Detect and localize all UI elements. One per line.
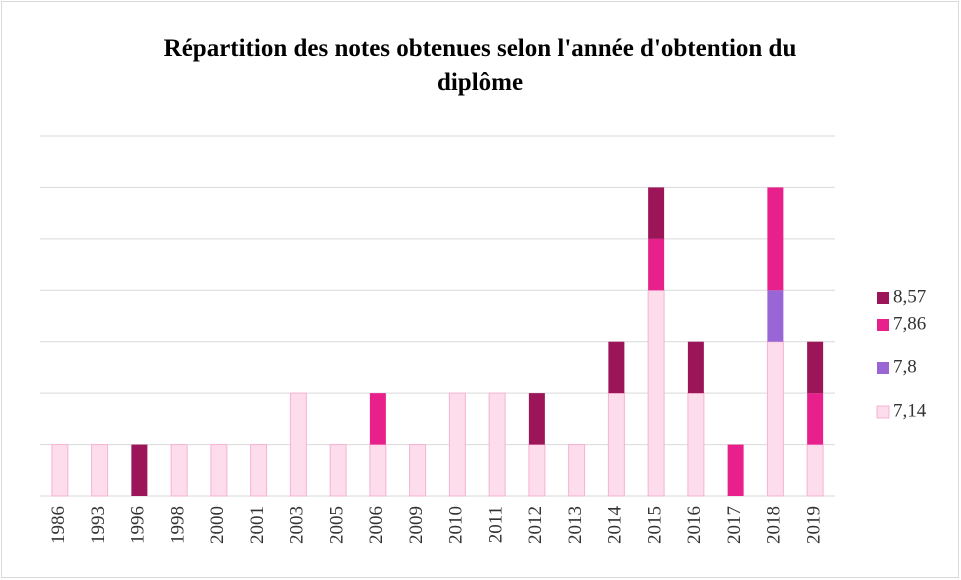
x-tick-label: 2012 (525, 506, 546, 544)
bar-segment (766, 341, 784, 497)
bar-segment (51, 444, 69, 497)
x-tick-label: 2006 (366, 506, 387, 544)
bar-segment (648, 187, 665, 239)
bar-segment (369, 393, 386, 445)
legend-label: 7,14 (893, 400, 927, 421)
x-tick-label: 2018 (764, 506, 785, 544)
bar-segment (647, 289, 665, 497)
bar-segment (807, 393, 824, 445)
legend-label: 8,57 (893, 286, 926, 307)
bar-segment (727, 444, 744, 496)
legend-swatch (877, 362, 889, 374)
bar-segment (687, 341, 704, 394)
bar-segment (687, 392, 705, 497)
x-tick-label: 2011 (485, 506, 506, 543)
chart-title: Répartition des notes obtenues selon l'a… (163, 35, 797, 96)
x-tick-label: 2015 (644, 506, 665, 544)
x-tick-label: 2005 (326, 506, 347, 544)
legend-swatch (877, 319, 889, 331)
bar-segment (488, 392, 506, 497)
bar-segment (648, 238, 665, 291)
bar-segment (409, 444, 427, 497)
bar-segment (568, 444, 586, 497)
x-tick-label: 1996 (128, 506, 149, 544)
x-tick-label: 2016 (684, 506, 705, 544)
bar-segment (807, 341, 824, 394)
bar-segment (329, 444, 347, 497)
bar-segment (131, 444, 148, 496)
x-tick-label: 2014 (605, 506, 626, 545)
bar-segment (767, 290, 784, 342)
legend-label: 7,86 (893, 313, 926, 334)
bar-segment (448, 392, 466, 497)
bar-segment (210, 444, 228, 497)
x-tick-label: 2001 (247, 506, 268, 544)
legend-swatch (876, 405, 890, 419)
legend-label: 7,8 (893, 356, 917, 377)
bar-segment (528, 444, 546, 497)
bar-segment (528, 393, 545, 445)
x-tick-label: 2010 (446, 506, 467, 544)
bar-segment (767, 187, 784, 291)
bar-segment (250, 444, 268, 497)
x-tick-label: 2009 (406, 506, 427, 544)
bar-segment (608, 341, 625, 394)
bar-segment (91, 444, 109, 497)
bar-segment (607, 392, 625, 497)
x-tick-label: 2019 (803, 506, 824, 544)
x-tick-label: 2017 (724, 506, 745, 544)
x-tick-label: 1993 (88, 506, 109, 544)
bar-segment (806, 444, 824, 497)
x-tick-label: 2003 (287, 506, 308, 544)
x-tick-label: 1998 (167, 506, 188, 544)
x-tick-label: 2000 (207, 506, 228, 544)
legend-swatch (877, 292, 889, 304)
x-tick-label: 1986 (48, 506, 69, 544)
bar-segment (369, 444, 387, 497)
bar-segment (170, 444, 188, 497)
bar-segment (289, 392, 307, 497)
x-tick-label: 2013 (565, 506, 586, 544)
